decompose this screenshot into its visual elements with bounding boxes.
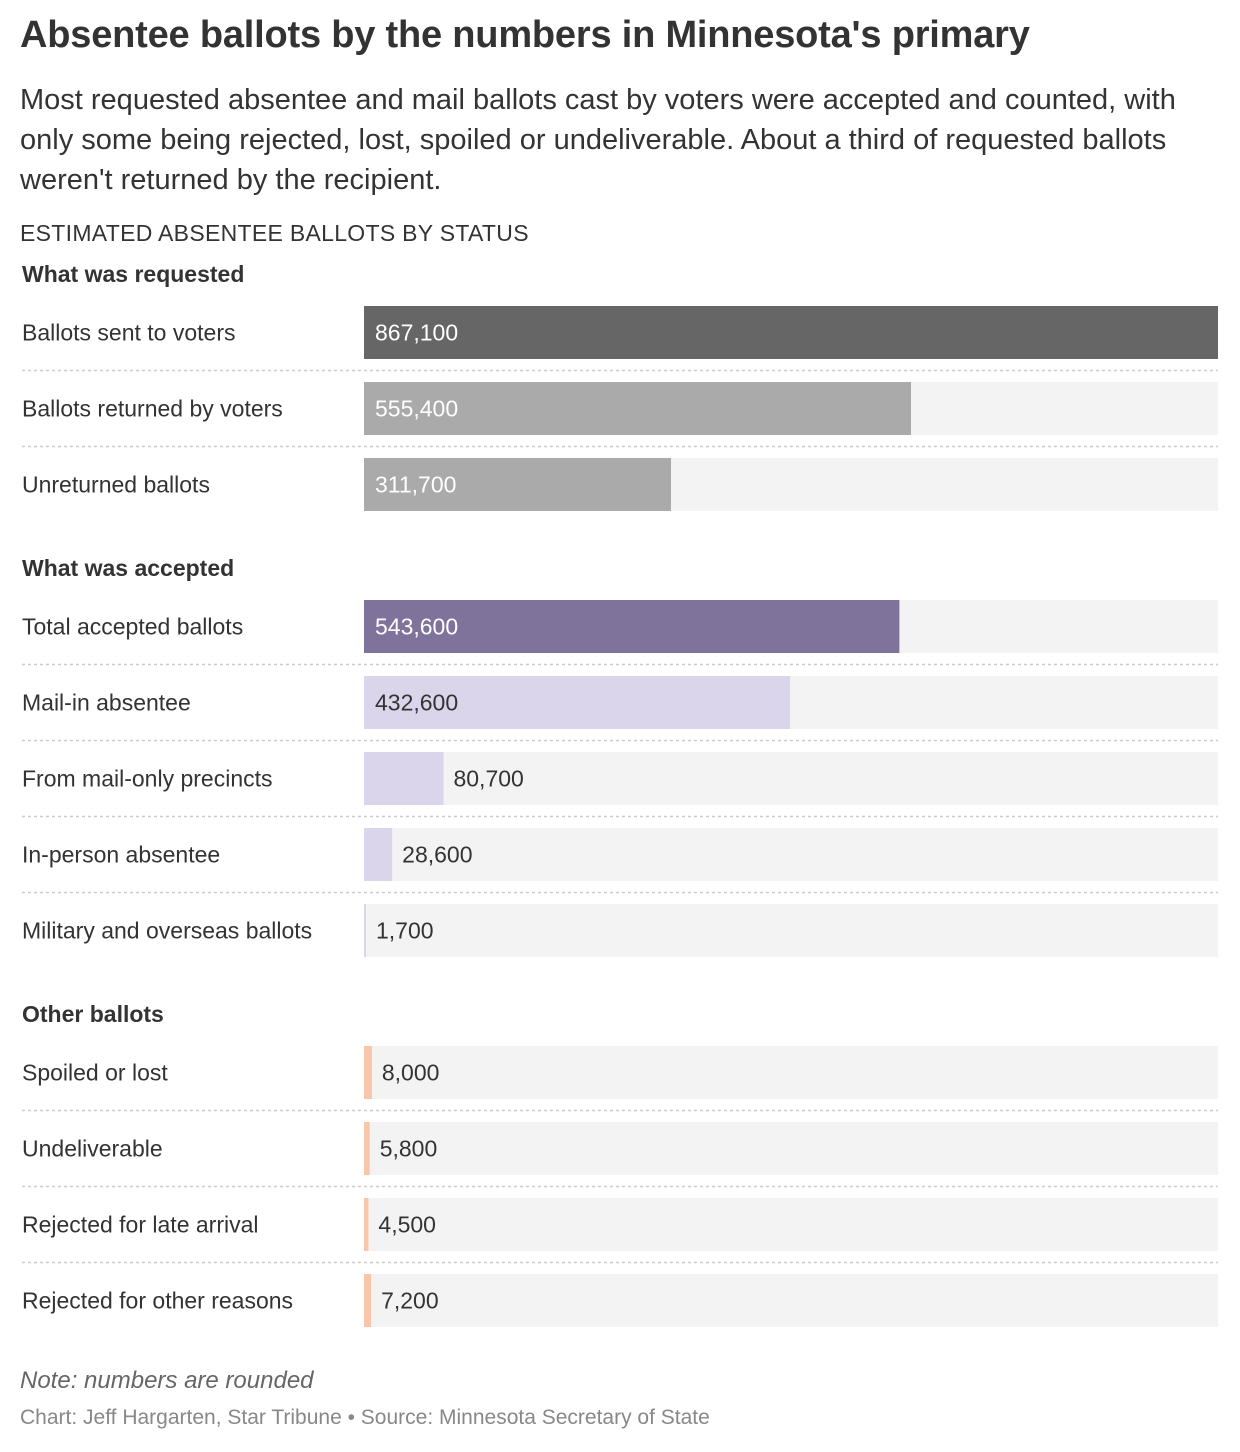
data-label: 80,700 bbox=[453, 766, 523, 792]
bar bbox=[364, 382, 912, 435]
data-label: 5,800 bbox=[380, 1136, 438, 1162]
category-label: Rejected for other reasons bbox=[22, 1288, 293, 1314]
data-label: 311,700 bbox=[375, 472, 456, 498]
bar-chart: What was requested Ballots sent to voters… bbox=[22, 261, 1218, 1327]
bar bbox=[364, 828, 393, 881]
category-label: Mail-in absentee bbox=[22, 690, 191, 716]
bar-track bbox=[364, 904, 1218, 957]
bar bbox=[364, 676, 791, 729]
data-label: 432,600 bbox=[375, 690, 458, 716]
bar-track bbox=[364, 1198, 1218, 1251]
data-label: 867,100 bbox=[375, 320, 458, 346]
footer-credit: Chart: Jeff Hargarten, Star Tribune • So… bbox=[20, 1406, 710, 1429]
bar-track bbox=[364, 1046, 1218, 1099]
data-label: 4,500 bbox=[378, 1212, 436, 1238]
category-label: In-person absentee bbox=[22, 842, 220, 868]
category-label: From mail-only precincts bbox=[22, 766, 273, 792]
group-heading: Other ballots bbox=[22, 1001, 164, 1027]
data-label: 8,000 bbox=[382, 1060, 440, 1086]
data-label: 555,400 bbox=[375, 396, 458, 422]
chart-section-label: ESTIMATED ABSENTEE BALLOTS BY STATUS bbox=[20, 220, 529, 246]
group-heading: What was accepted bbox=[22, 555, 234, 581]
bar bbox=[364, 1274, 372, 1327]
data-label: 1,700 bbox=[376, 918, 434, 944]
bar bbox=[364, 306, 1218, 359]
category-label: Spoiled or lost bbox=[22, 1060, 168, 1086]
category-label: Total accepted ballots bbox=[22, 614, 243, 640]
bar-track bbox=[364, 828, 1218, 881]
category-label: Rejected for late arrival bbox=[22, 1212, 259, 1238]
data-label: 7,200 bbox=[381, 1288, 439, 1314]
bar bbox=[364, 1122, 370, 1175]
bar bbox=[364, 1046, 372, 1099]
bar bbox=[364, 458, 671, 511]
bar bbox=[364, 1198, 369, 1251]
category-label: Ballots sent to voters bbox=[22, 320, 236, 346]
bar-track bbox=[364, 1122, 1218, 1175]
category-label: Unreturned ballots bbox=[22, 472, 210, 498]
bar-track bbox=[364, 752, 1218, 805]
bar bbox=[364, 600, 900, 653]
bar-track bbox=[364, 1274, 1218, 1327]
bar bbox=[364, 752, 444, 805]
data-label: 28,600 bbox=[402, 842, 472, 868]
chart-subtitle: Most requested absentee and mail ballots… bbox=[20, 84, 1176, 196]
category-label: Ballots returned by voters bbox=[22, 396, 283, 422]
category-label: Undeliverable bbox=[22, 1136, 163, 1162]
group-heading: What was requested bbox=[22, 261, 244, 287]
data-label: 543,600 bbox=[375, 614, 458, 640]
chart-title: Absentee ballots by the numbers in Minne… bbox=[20, 14, 1030, 56]
category-label: Military and overseas ballots bbox=[22, 918, 312, 944]
bar bbox=[364, 904, 366, 957]
footer-note: Note: numbers are rounded bbox=[20, 1367, 314, 1394]
